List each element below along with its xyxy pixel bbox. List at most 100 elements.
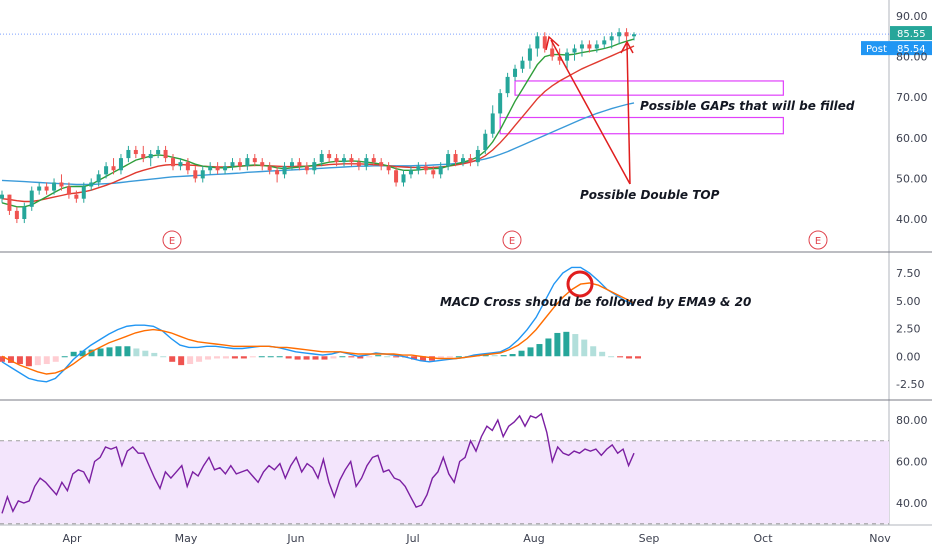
price-panel: E E E 85.55 Post 85.54: [0, 26, 932, 250]
macd-histogram-bar: [303, 356, 310, 360]
earnings-marker-label: E: [169, 236, 175, 247]
candle-body: [431, 170, 436, 175]
candle-body: [185, 162, 190, 171]
candle-body: [52, 182, 57, 191]
candle-body: [579, 44, 584, 49]
candle-body: [252, 158, 257, 163]
macd-histogram-bar: [16, 356, 23, 365]
candle-body: [156, 149, 161, 155]
macd-panel: [0, 266, 641, 383]
macd-histogram-bar: [581, 339, 588, 357]
ema9-line: [1, 38, 635, 208]
macd-histogram-bar: [617, 356, 624, 358]
candle-body: [423, 166, 428, 171]
candle-body: [386, 166, 391, 171]
macd-histogram-bar: [455, 356, 462, 358]
price-axis-tick: 50.00: [896, 172, 928, 185]
candle-body: [118, 158, 123, 171]
candle-body: [96, 174, 101, 183]
candle-body: [520, 60, 525, 69]
rsi-axis-tick: 40.00: [896, 497, 928, 510]
macd-histogram-bar: [276, 356, 283, 358]
candle-body: [408, 170, 413, 175]
candle-body: [416, 166, 421, 171]
macd-histogram-bar: [428, 356, 435, 361]
price-axis-tick: 80.00: [896, 51, 928, 64]
macd-histogram-bar: [321, 356, 328, 360]
rsi-panel: [0, 412, 889, 525]
candle-body: [609, 36, 614, 41]
candle-body: [66, 186, 71, 195]
macd-histogram-bar: [626, 356, 633, 359]
macd-histogram-bar: [169, 356, 176, 362]
signal-line: [1, 282, 635, 375]
candle-body: [490, 113, 495, 134]
candle-body: [260, 162, 265, 167]
candle-body: [550, 48, 555, 57]
macd-histogram-bar: [554, 332, 561, 357]
arrow-head: [545, 35, 560, 51]
candle-body: [617, 32, 622, 37]
rsi-axis-tick: 60.00: [896, 456, 928, 469]
macd-axis-tick: 0.00: [896, 350, 921, 363]
macd-histogram-bar: [312, 356, 319, 360]
macd-histogram-bar: [160, 356, 167, 358]
macd-histogram-bar: [97, 348, 104, 357]
candle-body: [453, 154, 458, 163]
annotations: Possible GAPs that will be filled Possibl…: [440, 35, 855, 309]
macd-histogram-bar: [7, 356, 14, 363]
arrow-head: [620, 40, 634, 54]
candle-body: [74, 194, 79, 199]
macd-histogram-bar: [393, 356, 400, 358]
ema50-line: [1, 102, 635, 186]
candle-body: [0, 194, 4, 199]
macd-histogram-bar: [563, 331, 570, 357]
candle-body: [483, 133, 488, 150]
candle-body: [282, 166, 287, 175]
candle-body: [505, 76, 510, 94]
macd-histogram-bar: [330, 356, 337, 359]
macd-histogram-bar: [572, 334, 579, 357]
last-price-tag: [890, 26, 932, 41]
candle-body: [475, 149, 480, 163]
candle-body: [215, 166, 220, 171]
candle-body: [7, 194, 12, 211]
earnings-marker: [162, 230, 182, 250]
macd-histogram-bar: [375, 355, 382, 357]
candle-body: [208, 166, 213, 171]
macd-histogram-bar: [500, 355, 507, 357]
x-axis-tick: Aug: [523, 532, 544, 545]
macd-histogram-bar: [518, 350, 525, 357]
candle-body: [275, 170, 280, 175]
candle-body: [44, 186, 49, 191]
macd-histogram-bar: [294, 356, 301, 360]
candle-body: [542, 36, 547, 49]
macd-histogram-bar: [545, 338, 552, 357]
candle-body: [565, 52, 570, 61]
macd-line: [1, 266, 635, 383]
candle-body: [602, 40, 607, 45]
candle-body: [632, 34, 636, 37]
candle-body: [527, 48, 532, 61]
macd-histogram-bar: [133, 348, 140, 357]
macd-histogram-bar: [34, 356, 41, 366]
macd-histogram-bar: [115, 346, 122, 357]
candle-body: [223, 166, 228, 171]
macd-histogram-bar: [79, 350, 86, 357]
candle-body: [371, 158, 376, 163]
rsi-line: [1, 412, 635, 514]
arrow-line: [550, 39, 631, 185]
macd-histogram-bar: [61, 356, 68, 358]
macd-histogram-bar: [446, 356, 453, 358]
gaps-annotation: Possible GAPs that will be filled: [640, 99, 855, 113]
earnings-marker: [808, 230, 828, 250]
candle-body: [148, 154, 153, 159]
macd-histogram-bar: [142, 350, 149, 357]
candle-body: [29, 190, 34, 207]
candle-body: [230, 162, 235, 167]
candle-body: [356, 162, 361, 167]
earnings-marker-label: E: [509, 236, 515, 247]
macd-histogram-bar: [25, 356, 32, 367]
candle-body: [111, 166, 116, 171]
post-price-tag: [861, 41, 932, 56]
